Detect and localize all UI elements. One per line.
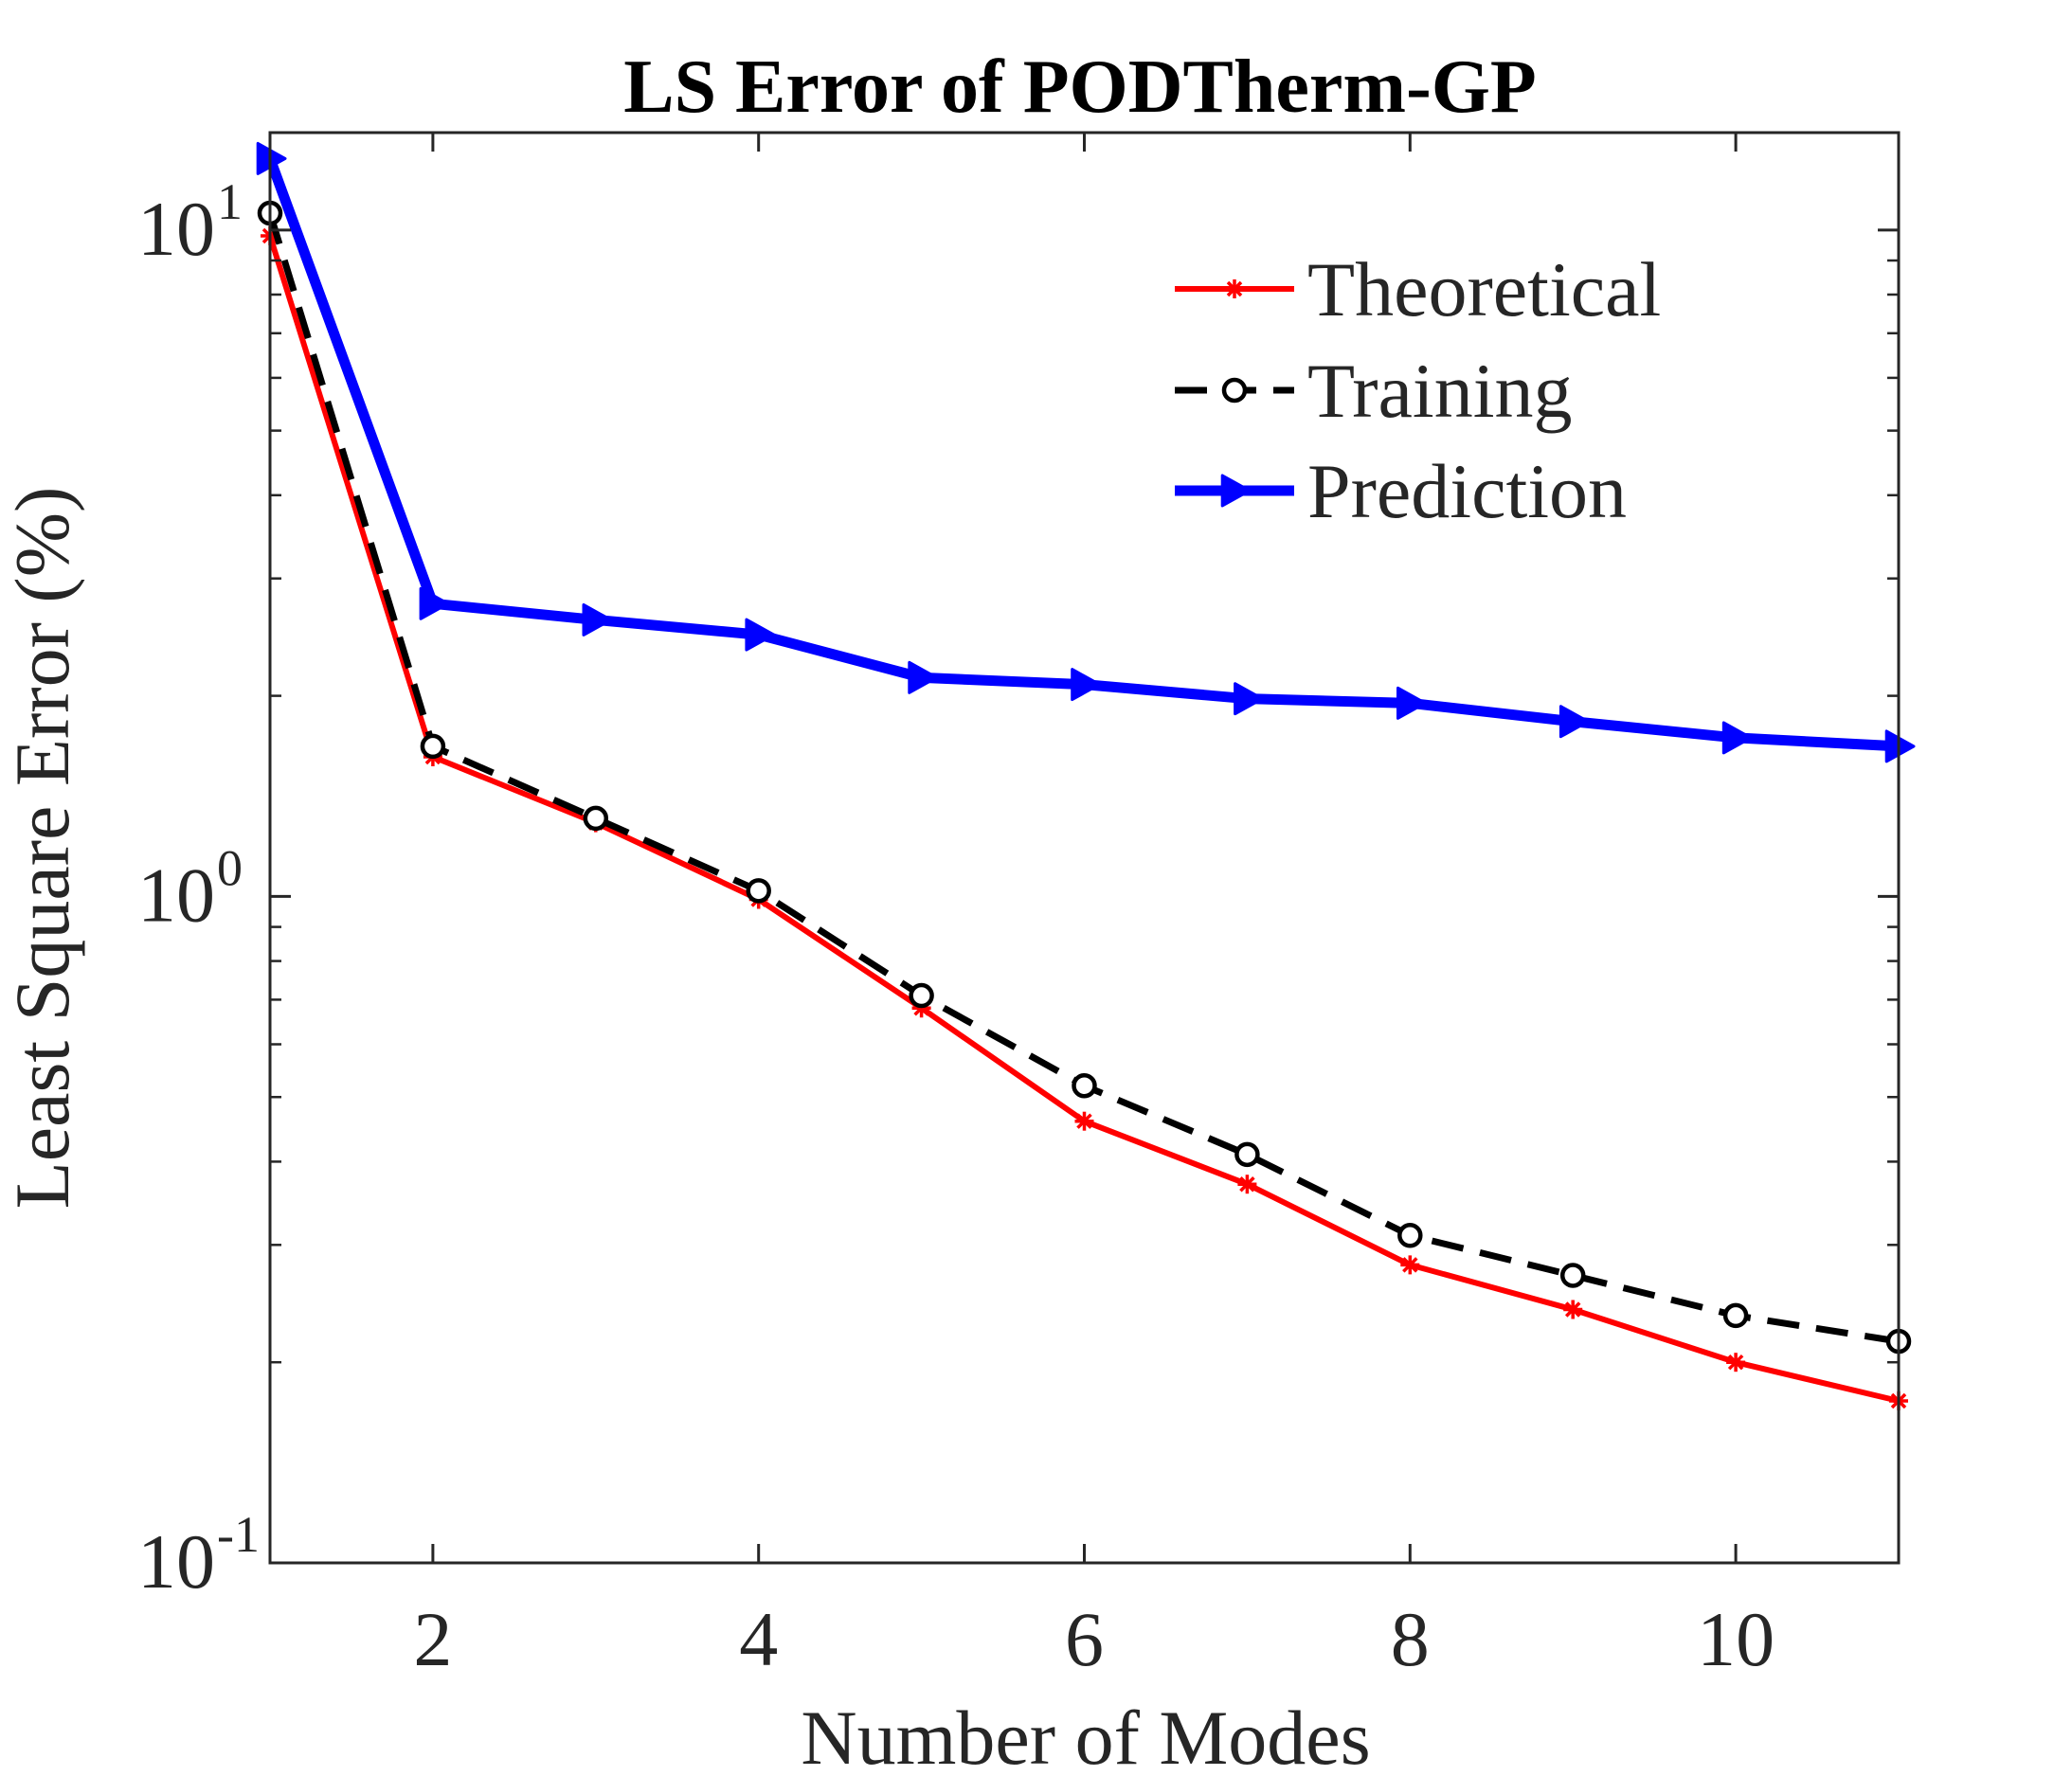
legend-item-training: Training xyxy=(1175,348,1572,434)
legend-item-prediction: Prediction xyxy=(1175,448,1627,534)
data-point-prediction xyxy=(1071,668,1101,702)
legend-item-theoretical: Theoretical xyxy=(1175,246,1661,332)
data-point-training xyxy=(1397,1223,1423,1248)
series-prediction xyxy=(256,141,1916,763)
data-point-training xyxy=(583,805,609,832)
data-point-prediction xyxy=(1721,721,1753,755)
data-point-training xyxy=(1234,1141,1260,1168)
data-point-prediction xyxy=(908,660,939,694)
data-point-prediction xyxy=(1559,705,1590,739)
data-point-theoretical xyxy=(1237,1175,1257,1194)
x-tick-label: 4 xyxy=(739,1596,778,1682)
y-tick-label: 10 xyxy=(137,1518,215,1605)
data-point-training xyxy=(1722,1302,1749,1329)
data-point-prediction xyxy=(1234,682,1264,716)
x-tick-label: 10 xyxy=(1697,1596,1775,1682)
data-point-prediction xyxy=(419,586,450,620)
x-tick-label: 2 xyxy=(413,1596,452,1682)
asterisk-marker xyxy=(1225,279,1244,298)
y-tick-exponent: 1 xyxy=(217,173,243,230)
legend-label-training: Training xyxy=(1307,348,1572,434)
data-point-prediction xyxy=(582,602,613,637)
data-point-theoretical xyxy=(1400,1255,1420,1275)
data-point-training xyxy=(1559,1263,1586,1288)
legend: Theoretical Training Prediction xyxy=(1175,246,1661,534)
y-tick-exponent: -1 xyxy=(217,1506,260,1563)
data-point-training xyxy=(1072,1072,1097,1099)
data-point-prediction xyxy=(1396,686,1427,720)
data-point-theoretical xyxy=(1726,1353,1746,1372)
x-tick-label: 6 xyxy=(1065,1596,1104,1682)
data-point-prediction xyxy=(745,618,776,652)
y-tick-label: 10 xyxy=(137,186,215,272)
y-axis-label: Least Square Error (%) xyxy=(0,487,85,1210)
legend-label-theoretical: Theoretical xyxy=(1307,246,1661,332)
x-tick-label: 8 xyxy=(1391,1596,1430,1682)
triangle-marker xyxy=(1220,474,1252,508)
data-point-training xyxy=(909,982,934,1009)
y-tick-label: 10 xyxy=(137,852,215,938)
data-point-prediction xyxy=(1884,729,1916,763)
plot-area xyxy=(256,141,1916,1411)
x-axis-label: Number of Modes xyxy=(801,1695,1370,1776)
data-point-training xyxy=(420,733,446,760)
data-point-training xyxy=(746,878,771,904)
y-tick-exponent: 0 xyxy=(217,839,243,896)
data-point-theoretical xyxy=(1074,1111,1094,1131)
chart-title: LS Error of PODTherm-GP xyxy=(623,45,1537,129)
legend-label-prediction: Prediction xyxy=(1307,448,1627,534)
circle-marker xyxy=(1221,377,1248,404)
data-point-prediction xyxy=(256,141,287,175)
data-point-theoretical xyxy=(1563,1300,1583,1319)
series-training xyxy=(257,200,1912,1354)
